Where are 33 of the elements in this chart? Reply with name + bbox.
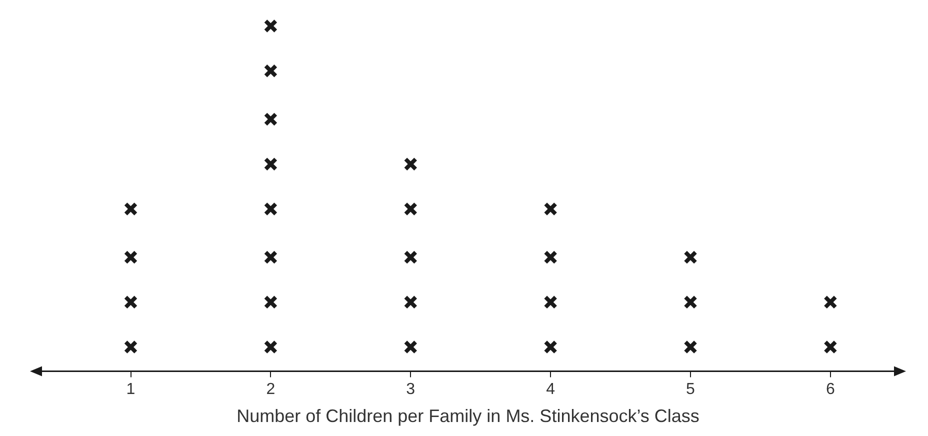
point (684, 295, 698, 310)
x-tick-label: 4 (546, 381, 556, 398)
point (264, 295, 278, 310)
x-tick-label: 1 (126, 381, 136, 398)
point (684, 340, 698, 354)
x-tick-label: 2 (266, 381, 276, 398)
point (823, 295, 838, 310)
x-tick-label: 5 (686, 381, 696, 398)
point (264, 64, 278, 78)
x-tick-label: 3 (406, 381, 416, 398)
point (404, 250, 418, 264)
point (264, 19, 278, 33)
point (544, 295, 558, 310)
point (404, 202, 418, 216)
point (823, 340, 838, 354)
x-tick-label: 6 (826, 381, 835, 398)
point (264, 250, 278, 264)
point (264, 112, 278, 126)
point (264, 157, 278, 172)
point (404, 157, 418, 172)
point (404, 340, 418, 354)
point (544, 202, 558, 216)
point (124, 295, 138, 310)
point (404, 295, 418, 310)
point (124, 250, 138, 264)
point (124, 202, 138, 216)
point (124, 340, 138, 354)
point (544, 250, 558, 264)
point (684, 250, 698, 264)
point (264, 340, 278, 354)
point (544, 340, 558, 354)
point (264, 202, 278, 216)
x-axis-title: Number of Children per Family in Ms. Stinkensock’s Class (236, 406, 700, 426)
